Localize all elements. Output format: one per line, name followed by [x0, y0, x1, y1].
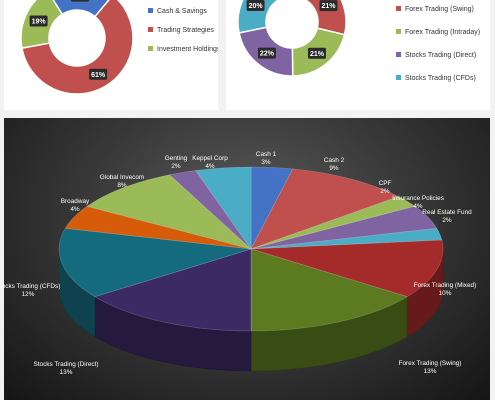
pie3d-side-walls [58, 248, 444, 372]
pie3d-label-broadway: Broadway [61, 198, 90, 205]
pie3d-value-broadway: 4% [70, 206, 80, 213]
donut1-legend-label: Investment Holdings [157, 46, 218, 53]
pie3d-label-insurance-policies: Insurance Policies [392, 195, 444, 202]
donut1-data-label: 20% [70, 0, 89, 2]
pie3d-slice-forex-trading-mixed [250, 239, 444, 298]
pie3d-label-cpf: CPF [379, 180, 392, 187]
donut2-legend-entry-forex-trading-swing: Forex Trading (Swing) [396, 6, 474, 13]
donut1-data-label: 19% [29, 15, 48, 27]
pie3d-slice-keppel-corp [195, 166, 252, 250]
donut2-legend-entry-stocks-trading-cfds: Stocks Trading (CFDs) [396, 75, 476, 82]
pie3d-slice-real-estate-fund [250, 227, 443, 250]
pie3d-label-stocks-trading-cfds: Stocks Trading (CFDs) [4, 283, 60, 290]
pie3d-label-forex-trading-swing: Forex Trading (Swing) [399, 360, 462, 367]
pie3d-value-cpf: 2% [380, 188, 390, 195]
donut1-legend-entry-cash-savings: Cash & Savings [148, 8, 207, 15]
donut2-legend-entry-stocks-trading-direct: Stocks Trading (Direct) [396, 52, 476, 59]
svg-text:20%: 20% [73, 0, 88, 1]
pie3d-top [58, 166, 444, 332]
pie3d-slice-insurance-policies [250, 205, 438, 250]
pie3d-label-cash-2: Cash 2 [324, 157, 345, 164]
pie3d-value-genting: 2% [171, 163, 181, 170]
donut-chart-2-svg: 21% 21% 22% 20% Forex Trading (Swing) Forex T… [237, 0, 480, 82]
pie3d-value-real-estate-fund: 2% [442, 217, 452, 224]
donut1-legend-swatch [148, 8, 153, 13]
pie3d-slice-cash-2 [250, 168, 400, 250]
donut2-data-label: 20% [246, 0, 265, 11]
donut2-legend-swatch [396, 75, 401, 80]
pie3d-value-stocks-trading-cfds: 12% [22, 291, 35, 298]
pie3d-label-real-estate-fund: Real Estate Fund [422, 209, 472, 216]
pie3d-slice-broadway [64, 205, 252, 250]
pie3d-slice-global-invecom [86, 174, 252, 250]
pie3d-label-genting: Genting [165, 155, 188, 162]
pie3d-value-stocks-trading-direct: 13% [60, 369, 73, 376]
donut1-legend-label: Trading Strategies [157, 27, 214, 34]
donut2-legend-label: Stocks Trading (Direct) [405, 52, 476, 59]
donut1-legend-swatch [148, 27, 153, 32]
pie3d-slice-cpf [250, 196, 416, 250]
pie3d-value-cash-2: 9% [329, 165, 339, 172]
pie3d-slice-genting [168, 170, 252, 250]
pie3d-value-global-invecom: 8% [117, 182, 127, 189]
donut1-legend-entry-investment-holdings: Investment Holdings [148, 46, 218, 53]
pie3d-value-cash-1: 3% [261, 159, 271, 166]
svg-text:61%: 61% [91, 72, 106, 79]
pie3d-slice-stocks-trading-direct [94, 248, 252, 332]
pie3d-label-keppel-corp: Keppel Corp [192, 155, 228, 162]
pie3d-value-forex-trading-swing: 13% [424, 368, 437, 375]
donut2-legend-swatch [396, 6, 401, 11]
pie3d-label-forex-trading-mixed: Forex Trading (Mixed) [414, 282, 477, 289]
pie3d-slice-stocks-trading-cfds [58, 227, 252, 298]
svg-text:22%: 22% [260, 51, 275, 58]
donut-chart-1-svg: 20% 61% 19% Cash & Savings Trading Strategie… [20, 0, 218, 95]
pie3d-value-keppel-corp: 4% [205, 163, 215, 170]
donut2-legend-entry-forex-trading-intraday: Forex Trading (Intraday) [396, 29, 480, 36]
svg-text:20%: 20% [249, 3, 264, 10]
pie3d-label-cash-1: Cash 1 [256, 151, 277, 158]
donut2-data-label: 22% [257, 47, 276, 59]
pie3d-value-forex-trading-mixed: 10% [439, 290, 452, 297]
donut2-data-label: 21% [319, 0, 338, 12]
donut2-legend-label: Forex Trading (Intraday) [405, 29, 480, 36]
pie3d-slice-forex-trading-swing [250, 248, 408, 332]
svg-text:19%: 19% [32, 19, 47, 26]
donut1-legend-entry-trading-strategies: Trading Strategies [148, 27, 214, 34]
donut2-legend-swatch [396, 29, 401, 34]
donut-chart-trading-strategies: 21% 21% 22% 20% Forex Trading (Swing) Forex T… [226, 0, 490, 110]
svg-text:21%: 21% [321, 3, 336, 10]
donut1-slice-cash-savings [52, 0, 110, 18]
donut2-legend-label: Stocks Trading (CFDs) [405, 75, 476, 82]
donut2-legend-swatch [396, 52, 401, 57]
donut2-data-label: 21% [307, 47, 326, 59]
donut1-legend-swatch [148, 46, 153, 51]
svg-text:21%: 21% [310, 51, 325, 58]
donut1-legend-label: Cash & Savings [157, 8, 207, 15]
donut-chart-asset-allocation: 20% 61% 19% Cash & Savings Trading Strategie… [4, 0, 218, 110]
donut1-data-label: 61% [89, 68, 108, 80]
pie3d-label-global-invecom: Global Invecom [100, 174, 144, 181]
pie-chart-3d-portfolio: Cash 1 3% Cash 2 9% CPF 2% Insurance Policies 4… [4, 118, 490, 400]
donut2-legend-label: Forex Trading (Swing) [405, 6, 474, 13]
pie3d-slice-cash-1 [250, 166, 294, 250]
pie3d-value-insurance-policies: 4% [413, 203, 423, 210]
pie3d-label-stocks-trading-direct: Stocks Trading (Direct) [34, 361, 99, 368]
